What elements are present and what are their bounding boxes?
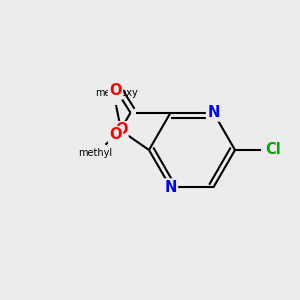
- Text: methyl: methyl: [78, 148, 112, 158]
- Text: O: O: [109, 83, 122, 98]
- Text: N: N: [207, 105, 220, 120]
- Text: O: O: [109, 127, 122, 142]
- Text: N: N: [164, 180, 177, 195]
- Text: methoxy: methoxy: [94, 88, 137, 98]
- Text: Cl: Cl: [265, 142, 281, 158]
- Text: O: O: [115, 122, 127, 137]
